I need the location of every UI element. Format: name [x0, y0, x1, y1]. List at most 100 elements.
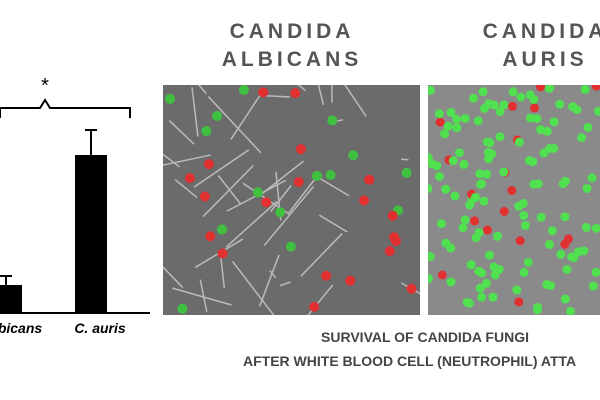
hypha	[401, 158, 409, 161]
hypha	[163, 266, 184, 289]
cell	[507, 185, 517, 195]
cell	[536, 125, 546, 135]
panel-title: CANDIDA	[483, 20, 600, 43]
cell	[390, 235, 401, 246]
cell	[428, 252, 435, 262]
cell	[201, 126, 212, 137]
cell	[475, 169, 485, 179]
cell	[384, 246, 395, 257]
cell	[364, 174, 375, 185]
cell	[499, 100, 509, 110]
hypha	[261, 160, 305, 195]
cell	[258, 87, 269, 98]
cell	[580, 85, 590, 94]
cell	[508, 87, 518, 97]
cell	[591, 267, 600, 277]
cell	[238, 85, 249, 95]
cell	[460, 215, 470, 225]
caption: AFTER WHITE BLOOD CELL (NEUTROPHIL) ATTA	[243, 353, 576, 369]
cell	[549, 117, 559, 127]
cell	[440, 129, 450, 139]
hypha	[230, 94, 261, 140]
hypha	[168, 119, 195, 145]
cell	[205, 231, 216, 242]
cell	[325, 170, 336, 181]
hypha	[317, 176, 350, 197]
cell	[459, 159, 469, 169]
cell	[428, 274, 434, 284]
cell	[428, 159, 437, 169]
cell	[321, 270, 332, 281]
hypha	[231, 260, 275, 315]
hypha	[174, 179, 198, 199]
cell	[327, 115, 338, 126]
bar	[75, 155, 107, 313]
cell	[524, 155, 534, 165]
cell	[474, 228, 484, 238]
cell	[436, 219, 446, 229]
hypha	[319, 214, 348, 233]
cell	[484, 250, 494, 260]
cell	[199, 191, 210, 202]
cell	[560, 212, 570, 222]
cell	[446, 277, 456, 287]
hypha	[202, 164, 254, 218]
cell	[470, 216, 480, 226]
cell	[546, 281, 556, 291]
cell	[434, 171, 444, 181]
cell	[525, 90, 535, 100]
cell	[309, 301, 320, 312]
cell	[437, 270, 447, 280]
hypha	[297, 85, 306, 92]
cell	[217, 248, 228, 259]
cell	[466, 260, 476, 270]
hypha	[344, 85, 367, 117]
cell	[591, 223, 600, 233]
cell	[588, 281, 598, 291]
cell	[515, 236, 525, 246]
cell	[547, 226, 557, 236]
cell	[567, 252, 577, 262]
cell	[566, 306, 576, 315]
cell	[482, 169, 492, 179]
panel-title: ALBICANS	[222, 48, 363, 71]
cell	[485, 138, 495, 148]
cell	[470, 192, 480, 202]
panel-title: AURIS	[502, 48, 587, 71]
cell	[469, 93, 479, 103]
hypha	[225, 200, 278, 248]
cell	[536, 85, 546, 92]
cell	[177, 303, 188, 314]
cell	[544, 239, 554, 249]
cell	[290, 88, 301, 99]
cell	[523, 257, 533, 267]
cell	[434, 109, 444, 119]
hypha	[220, 256, 226, 289]
significance-bracket	[0, 98, 131, 118]
cell	[530, 103, 540, 113]
significance-mark: *	[41, 75, 49, 97]
cell	[581, 222, 591, 232]
panel-title: CANDIDA	[230, 20, 355, 43]
cell	[452, 114, 462, 124]
caption: SURVIVAL OF CANDIDA FUNGI	[321, 329, 529, 345]
cell	[428, 85, 435, 95]
cell	[285, 241, 296, 252]
hypha	[400, 282, 420, 295]
hypha	[280, 281, 292, 287]
cell	[533, 302, 543, 312]
cell	[560, 176, 570, 186]
cell	[475, 283, 485, 293]
cell	[488, 292, 498, 302]
hypha	[258, 254, 280, 307]
cell	[556, 249, 566, 259]
cell	[212, 110, 223, 121]
hypha	[193, 149, 250, 188]
cell	[499, 206, 509, 216]
cell	[483, 147, 493, 157]
hypha	[207, 96, 262, 154]
category-label: bicans	[0, 320, 42, 336]
hypha	[300, 233, 343, 277]
cell	[518, 199, 528, 209]
cell	[533, 179, 543, 189]
